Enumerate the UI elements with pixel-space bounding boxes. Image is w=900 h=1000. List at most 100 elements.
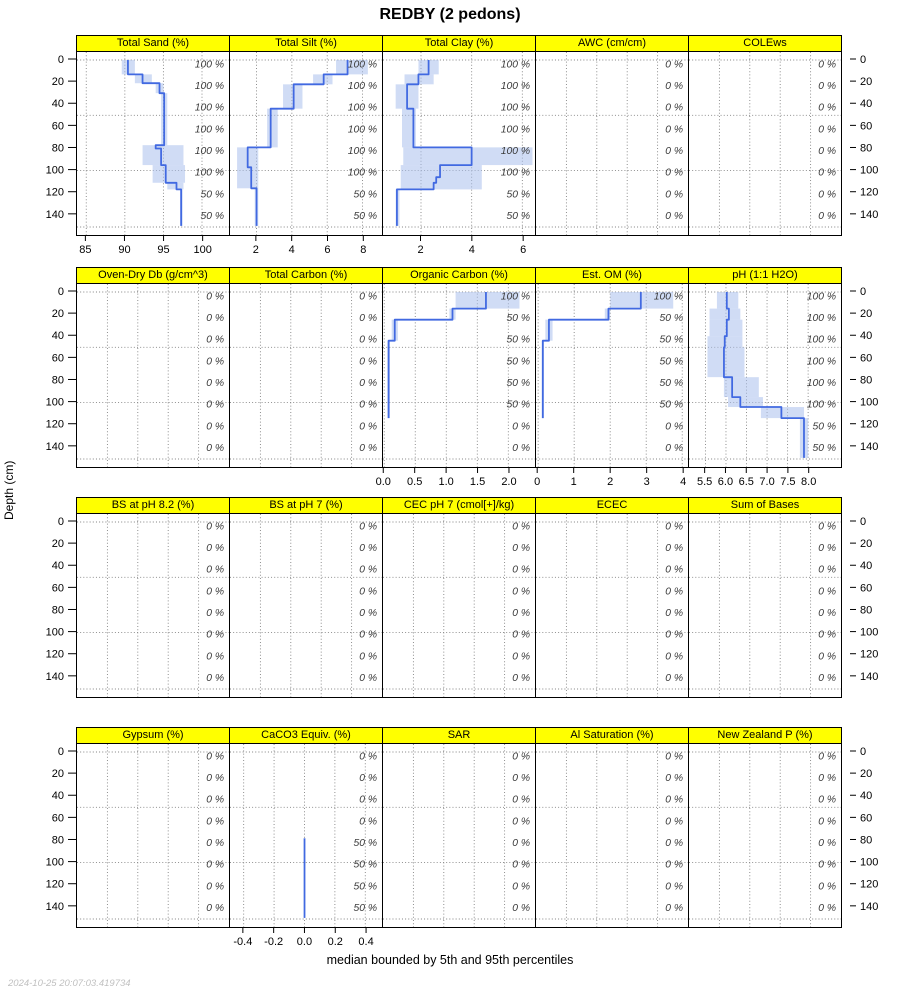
svg-text:120: 120 xyxy=(860,187,878,199)
svg-text:100 %: 100 % xyxy=(501,81,530,92)
svg-text:0 %: 0 % xyxy=(206,773,224,784)
panel-strip: COLEws xyxy=(689,36,841,52)
svg-text:50 %: 50 % xyxy=(353,881,377,892)
svg-text:50 %: 50 % xyxy=(506,335,530,346)
svg-text:0: 0 xyxy=(58,286,64,298)
svg-text:8.0: 8.0 xyxy=(801,476,816,488)
svg-text:120: 120 xyxy=(46,419,64,431)
svg-text:2: 2 xyxy=(417,244,423,256)
svg-text:0 %: 0 % xyxy=(512,773,530,784)
x-axis-oven-dry-db-g-cm-3 xyxy=(76,468,230,490)
svg-text:0 %: 0 % xyxy=(512,673,530,684)
svg-text:140: 140 xyxy=(46,441,64,453)
panel-gypsum: Gypsum (%) 0 % 0 % 0 % 0 % 0 % 0 % 0 % 0 % xyxy=(76,727,230,928)
svg-text:0.5: 0.5 xyxy=(407,476,422,488)
svg-text:120: 120 xyxy=(46,879,64,891)
svg-text:20: 20 xyxy=(52,76,64,88)
svg-text:0 %: 0 % xyxy=(665,521,683,532)
panels: Oven-Dry Db (g/cm^3) 0 % 0 % 0 % 0 % 0 % 0 % 0 … xyxy=(76,267,848,468)
panel-colews: COLEws 0 % 0 % 0 % 0 % 0 % 0 % 0 % 0 % xyxy=(688,35,842,236)
svg-text:6.0: 6.0 xyxy=(718,476,733,488)
x-axis-total-clay: 2 4 6 xyxy=(382,236,536,258)
svg-text:60: 60 xyxy=(860,352,872,364)
svg-text:0 %: 0 % xyxy=(512,838,530,849)
svg-text:100 %: 100 % xyxy=(348,59,377,70)
svg-text:0 %: 0 % xyxy=(665,903,683,914)
x-axis-sar xyxy=(382,928,536,950)
panel-cec-ph-7-cmol-kg: CEC pH 7 (cmol[+]/kg) 0 % 0 % 0 % 0 % 0 % 0 % 0… xyxy=(382,497,536,698)
svg-text:0 %: 0 % xyxy=(818,543,836,554)
svg-text:0 %: 0 % xyxy=(818,860,836,871)
x-axis-row xyxy=(76,698,848,720)
svg-text:0 %: 0 % xyxy=(665,103,683,114)
svg-text:60: 60 xyxy=(52,352,64,364)
svg-text:0 %: 0 % xyxy=(818,521,836,532)
panel-strip: Organic Carbon (%) xyxy=(383,268,535,284)
svg-text:0 %: 0 % xyxy=(359,400,377,411)
svg-text:80: 80 xyxy=(52,604,64,616)
svg-text:50 %: 50 % xyxy=(200,211,224,222)
svg-text:50 %: 50 % xyxy=(506,189,530,200)
svg-text:6: 6 xyxy=(324,244,330,256)
svg-text:2: 2 xyxy=(607,476,613,488)
svg-text:0 %: 0 % xyxy=(206,313,224,324)
svg-text:0 %: 0 % xyxy=(818,211,836,222)
panel-column-group: BS at pH 8.2 (%) 0 % 0 % 0 % 0 % 0 % 0 % 0 % 0 %… xyxy=(76,497,848,720)
x-axis-gypsum xyxy=(76,928,230,950)
svg-text:140: 140 xyxy=(860,901,878,913)
x-axis-new-zealand-p xyxy=(688,928,842,950)
svg-text:80: 80 xyxy=(860,834,872,846)
panel-strip: AWC (cm/cm) xyxy=(536,36,688,52)
svg-text:50 %: 50 % xyxy=(812,421,836,432)
svg-text:0 %: 0 % xyxy=(512,421,530,432)
svg-text:0 %: 0 % xyxy=(359,313,377,324)
panel-plot: 0 % 0 % 0 % 0 % 0 % 0 % 0 % 0 % xyxy=(536,514,688,697)
svg-text:4: 4 xyxy=(680,476,686,488)
svg-text:2.0: 2.0 xyxy=(501,476,516,488)
svg-text:80: 80 xyxy=(52,374,64,386)
svg-text:100 %: 100 % xyxy=(348,124,377,135)
svg-text:100 %: 100 % xyxy=(807,313,836,324)
svg-text:0 %: 0 % xyxy=(359,651,377,662)
svg-text:4: 4 xyxy=(469,244,475,256)
panel-caco3-equiv: CaCO3 Equiv. (%) 0 % 0 % 0 % 0 % 50 % 50 % 50 %… xyxy=(229,727,383,928)
depth-axis-right: 0 20 40 60 80 100 120 140 xyxy=(850,286,878,453)
svg-text:120: 120 xyxy=(46,187,64,199)
svg-text:100 %: 100 % xyxy=(807,356,836,367)
panel-total-carbon: Total Carbon (%) 0 % 0 % 0 % 0 % 0 % 0 % 0 % 0 % xyxy=(229,267,383,468)
svg-text:0 %: 0 % xyxy=(206,335,224,346)
svg-text:0 %: 0 % xyxy=(359,773,377,784)
panel-plot: 0 % 0 % 0 % 0 % 0 % 0 % 0 % 0 % xyxy=(536,52,688,235)
svg-text:0 %: 0 % xyxy=(665,751,683,762)
svg-text:140: 140 xyxy=(46,901,64,913)
svg-text:40: 40 xyxy=(860,98,872,110)
panel-plot: 0 % 0 % 0 % 0 % 0 % 0 % 0 % 0 % xyxy=(77,744,229,927)
svg-text:50 %: 50 % xyxy=(659,356,683,367)
depth-axis-left: 0 20 40 60 80 100 120 140 xyxy=(46,54,76,221)
svg-text:0 %: 0 % xyxy=(512,543,530,554)
svg-text:0 %: 0 % xyxy=(359,443,377,454)
svg-text:1.5: 1.5 xyxy=(470,476,485,488)
svg-text:0 %: 0 % xyxy=(818,59,836,70)
svg-text:0 %: 0 % xyxy=(512,521,530,532)
panel-plot: 100 % 100 % 100 % 100 % 100 % 100 % 50 % 50 % xyxy=(383,52,535,235)
svg-text:0 %: 0 % xyxy=(359,673,377,684)
svg-text:0 %: 0 % xyxy=(512,881,530,892)
svg-text:0 %: 0 % xyxy=(665,421,683,432)
panel-row-3: 0 20 40 60 80 100 120 140 BS at pH 8.2 (%) 0 % 0 %… xyxy=(30,497,894,720)
svg-text:0: 0 xyxy=(58,746,64,758)
svg-text:0 %: 0 % xyxy=(512,751,530,762)
svg-text:0 %: 0 % xyxy=(512,630,530,641)
svg-text:20: 20 xyxy=(860,76,872,88)
panel-plot: 0 % 0 % 0 % 0 % 0 % 0 % 0 % 0 % xyxy=(230,514,382,697)
panel-ph-1-1-h2o: pH (1:1 H2O) 100 % 100 % 100 % 100 % 100 % 100… xyxy=(688,267,842,468)
svg-text:0 %: 0 % xyxy=(206,673,224,684)
svg-text:0 %: 0 % xyxy=(665,168,683,179)
svg-text:0 %: 0 % xyxy=(665,608,683,619)
svg-text:140: 140 xyxy=(46,671,64,683)
svg-text:0 %: 0 % xyxy=(512,565,530,576)
svg-text:-0.2: -0.2 xyxy=(264,936,283,948)
svg-text:100 %: 100 % xyxy=(348,168,377,179)
panel-strip: Gypsum (%) xyxy=(77,728,229,744)
svg-text:100 %: 100 % xyxy=(195,124,224,135)
